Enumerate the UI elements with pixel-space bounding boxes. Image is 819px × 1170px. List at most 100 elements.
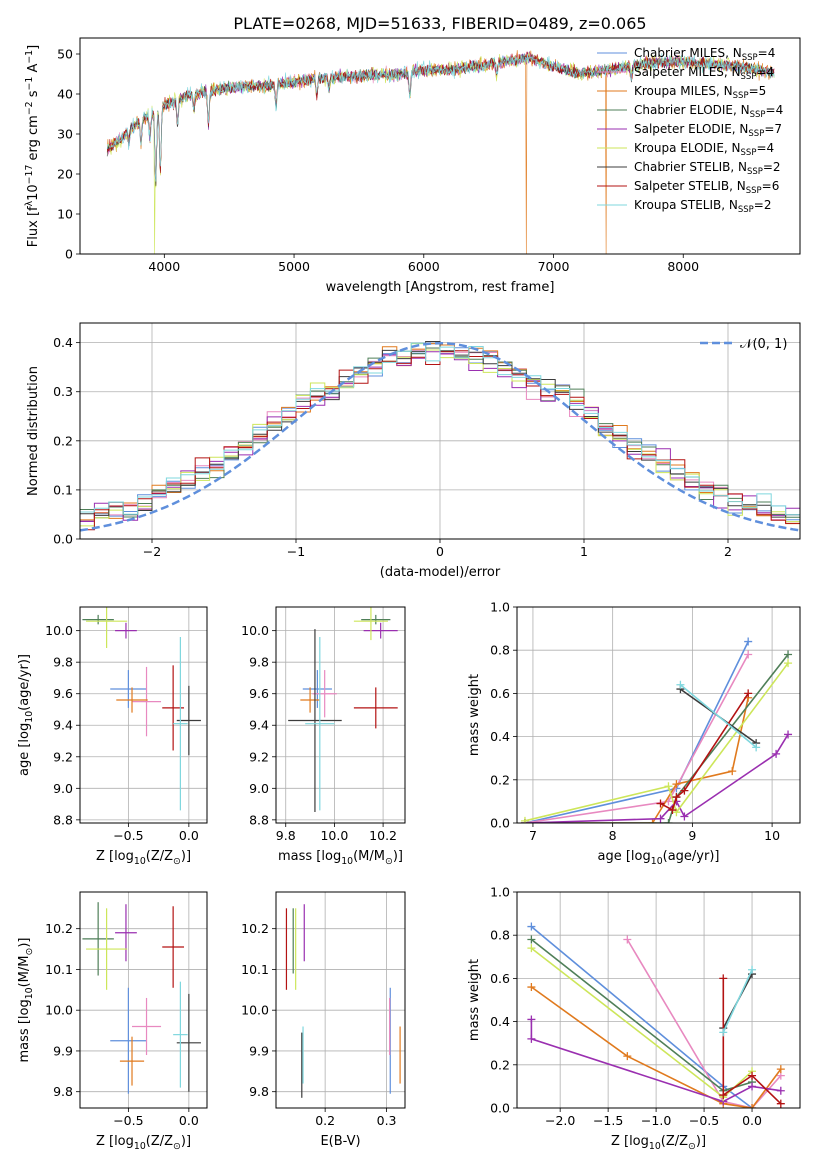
age-vs-mass-point-0 <box>302 670 332 708</box>
age-vs-mass-point-6 <box>288 629 342 812</box>
weight-vs-Z-xtick-label: −1.0 <box>641 1113 671 1128</box>
age-vs-Z-ylabel-part: (age/yr)] <box>17 654 32 711</box>
residuals-ytick-label: 0.4 <box>53 335 73 350</box>
spectrum-legend-label-sub: SSP <box>738 205 754 215</box>
age-vs-mass-ytick-label: 9.0 <box>249 781 269 796</box>
age-vs-mass-point-3 <box>361 614 391 625</box>
age-vs-Z-point-1 <box>132 666 162 737</box>
spectrum-ylabel-part: s <box>26 90 41 101</box>
spectrum-legend-label-sub: SSP <box>742 53 758 63</box>
mass-vs-Z-ylabel-part: 10 <box>24 987 35 999</box>
spectrum-legend-label-suffix: =7 <box>764 122 782 136</box>
weight-vs-Z-marker <box>719 1028 728 1037</box>
weight-vs-age-ytick-label: 0.4 <box>490 729 510 744</box>
age-vs-mass-point-7 <box>353 687 398 729</box>
mass-vs-Z-ytick-label: 9.9 <box>53 1043 73 1058</box>
weight-vs-age-xtick-label: 10 <box>764 828 780 843</box>
weight-vs-Z-plot-area <box>527 922 785 1108</box>
age-vs-Z-xtick-label: 0.0 <box>179 828 199 843</box>
weight-vs-Z-marker <box>748 1104 757 1108</box>
weight-vs-age-xlabel: age [log10(age/yr)] <box>598 849 720 867</box>
age-vs-Z-point-2 <box>116 687 148 713</box>
weight-vs-Z-ytick-label: 0.8 <box>490 928 510 943</box>
age-vs-mass-xlabel-part: 10 <box>341 856 353 867</box>
spectrum-frame <box>79 37 801 255</box>
mass-vs-Z-point-4 <box>115 904 137 962</box>
weight-vs-Z-ytick-label: 0.2 <box>490 1057 510 1072</box>
weight-vs-Z-xtick-label: −0.5 <box>689 1113 719 1128</box>
age-vs-Z-xlabel-part: 10 <box>134 856 146 867</box>
weight-vs-Z-marker <box>527 983 536 992</box>
weight-vs-Z-ylabel: mass weight <box>467 959 482 1041</box>
weight-vs-age-marker <box>648 819 657 823</box>
weight-vs-Z-marker <box>748 965 757 974</box>
age-vs-mass-xtick-label: 10.0 <box>320 828 348 843</box>
spectrum-legend-label-base: Salpeter ELODIE, N <box>634 122 748 136</box>
weight-vs-age-marker <box>752 743 761 752</box>
age-vs-Z-xlabel: Z [log10(Z/Z⊙)] <box>96 849 191 867</box>
weight-vs-age-marker <box>680 786 689 795</box>
age-vs-metallicity-panel: −0.5 0.08.89.09.29.49.69.810.0Z [log10(Z/… <box>17 606 208 867</box>
figure-title: PLATE=0268, MJD=51633, FIBERID=0489, z=0… <box>233 14 646 33</box>
weight-vs-Z-xlabel-part: )] <box>696 1134 706 1149</box>
weight-vs-Z-xlabel: Z [log10(Z/Z⊙)] <box>611 1134 706 1152</box>
mass-vs-Z-ylabel-part: )] <box>17 938 32 948</box>
normal-curve <box>80 341 800 532</box>
weight-vs-Z-line-0 <box>530 925 753 1108</box>
weight-vs-Z-marker <box>776 1099 785 1108</box>
age-vs-Z-ytick-label: 9.6 <box>53 686 73 701</box>
spectrum-legend-label-suffix: =4 <box>756 65 774 79</box>
age-vs-Z-point-8 <box>173 636 188 811</box>
weight-vs-age-marker <box>728 767 737 776</box>
weight-vs-Z-marker <box>776 1086 785 1095</box>
age-vs-Z-point-5 <box>86 607 128 648</box>
residuals-ytick-label: 0.0 <box>53 532 73 547</box>
spectrum-legend-label: Chabrier STELIB, NSSP=2 <box>634 160 781 177</box>
weight-vs-age-marker <box>784 650 793 659</box>
spectrum-xtick-label: 4000 <box>148 259 180 274</box>
mass-vs-EBV-frame <box>275 891 406 1109</box>
age-vs-mass-point-5 <box>353 607 388 641</box>
spectrum-ylabel-part: Flux [f <box>26 206 41 247</box>
spectrum-legend-label-base: Chabrier ELODIE, N <box>634 103 750 117</box>
weight-vs-age-ytick-label: 0.0 <box>490 816 510 831</box>
weight-vs-age-marker <box>672 780 681 789</box>
age-vs-Z-ytick-label: 9.4 <box>53 718 73 733</box>
weight-vs-age-marker <box>668 806 677 815</box>
mass-vs-Z-xlabel-part: 10 <box>134 1141 146 1152</box>
age-vs-mass-xlabel: mass [log10(M/M⊙)] <box>278 849 403 867</box>
mass-vs-EBV-xlabel: E(B-V) <box>320 1134 360 1149</box>
mass-vs-Z-ylabel: mass [log10(M/M⊙)] <box>17 938 35 1063</box>
weight-vs-Z-xlabel-part: ⊙ <box>688 1141 696 1152</box>
mass-vs-EBV-plot-area <box>285 904 401 1098</box>
mass-vs-Z-frame <box>79 891 208 1109</box>
mass-vs-Z-xtick-label: 0.0 <box>179 1113 199 1128</box>
weight-vs-metallicity-panel: −2.0 −1.5 −1.0 −0.5 0.0 0.0 0.2 0.4 0.6 0.8 1.0 Z [… <box>467 885 801 1152</box>
weight-vs-age-marker <box>664 782 673 791</box>
age-vs-Z-xlabel-part: )] <box>181 849 191 864</box>
spectrum-legend-label-base: Chabrier MILES, N <box>634 46 742 60</box>
spectrum-legend-label-base: Kroupa MILES, N <box>634 84 733 98</box>
age-vs-mass-ytick-label: 9.4 <box>249 718 269 733</box>
weight-vs-age-xlabel-part: 10 <box>651 856 663 867</box>
age-vs-mass-ytick-label: 8.8 <box>249 812 269 827</box>
residual-histogram-8 <box>80 342 800 539</box>
weight-vs-age-xlabel-part: (age/yr)] <box>663 849 720 864</box>
age-vs-Z-xlabel-part: (Z/Z <box>146 849 173 864</box>
mass-vs-Z-plot-area <box>82 902 201 1094</box>
mass-vs-EBV-xtick-label: 0.2 <box>315 1113 335 1128</box>
spectrum-legend-label-sub: SSP <box>748 129 764 139</box>
spectrum-ylabel-part: −17 <box>24 165 35 185</box>
age-vs-Z-ytick-label: 9.2 <box>53 749 73 764</box>
weight-vs-age-ytick-label: 1.0 <box>490 600 510 615</box>
age-vs-Z-plot-area <box>82 607 201 811</box>
spectrum-legend-label-base: Kroupa ELODIE, N <box>634 141 741 155</box>
mass-vs-Z-point-0 <box>110 987 147 1094</box>
spectrum-ylabel-part: A <box>26 64 41 77</box>
mass-vs-extinction-panel: 0.2 0.3 9.8 9.9 10.0 10.1 10.2 E(B-V) <box>241 891 406 1149</box>
weight-vs-Z-xtick-label: −1.5 <box>593 1113 623 1128</box>
spectrum-xtick-label: 6000 <box>408 259 440 274</box>
mass-vs-Z-ylabel-part: (M/M <box>17 956 32 988</box>
mass-vs-Z-xlabel-part: Z [log <box>96 1134 134 1149</box>
